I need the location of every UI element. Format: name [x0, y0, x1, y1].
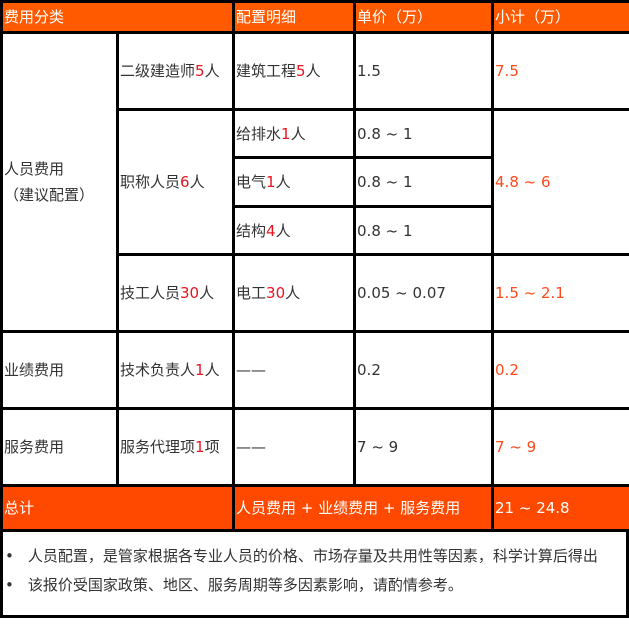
subtotal-cell: 7 ~ 9	[491, 407, 629, 487]
header-category: 费用分类	[0, 0, 236, 34]
table-header: 费用分类 配置明细 单价（万） 小计（万）	[0, 0, 629, 34]
total-label: 总计	[0, 484, 236, 532]
price-cell: 0.8 ~ 1	[353, 108, 495, 159]
role-cell: 技术负责人1人	[115, 330, 236, 410]
table-row: 业绩费用 技术负责人1人 —— 0.2 0.2	[0, 330, 629, 410]
price-cell: 0.05 ~ 0.07	[353, 253, 495, 333]
fee-table: 费用分类 配置明细 单价（万） 小计（万） 人员费用 （建议配置） 二级建造师5人…	[0, 0, 629, 532]
role-cell: 二级建造师5人	[115, 31, 236, 111]
detail-cell: 电气1人	[232, 156, 357, 208]
total-formula: 人员费用 + 业绩费用 + 服务费用	[232, 484, 495, 532]
price-cell: 1.5	[353, 31, 495, 111]
note-item: • 该报价受国家政策、地区、服务周期等多因素影响，请酌情参考。	[5, 576, 463, 594]
detail-cell: ——	[232, 407, 357, 487]
group-label: 人员费用	[4, 160, 65, 178]
header-detail: 配置明细	[232, 0, 357, 34]
header-unit-price: 单价（万）	[353, 0, 495, 34]
group-personnel: 人员费用 （建议配置）	[0, 31, 119, 333]
detail-cell: 结构4人	[232, 205, 357, 256]
subtotal-cell: 7.5	[491, 31, 629, 111]
price-cell: 0.8 ~ 1	[353, 205, 495, 256]
price-cell: 0.8 ~ 1	[353, 156, 495, 208]
table-row: 服务费用 服务代理项1项 —— 7 ~ 9 7 ~ 9	[0, 407, 629, 487]
table-row: 人员费用 （建议配置） 二级建造师5人 建筑工程5人 1.5 7.5	[0, 31, 629, 333]
price-cell: 7 ~ 9	[353, 407, 495, 487]
group-service: 服务费用	[0, 407, 119, 487]
bullet-icon: •	[5, 576, 14, 594]
detail-cell: 电工30人	[232, 253, 357, 333]
detail-cell: 给排水1人	[232, 108, 357, 159]
price-cell: 0.2	[353, 330, 495, 410]
total-value: 21 ~ 24.8	[491, 484, 629, 532]
total-row: 总计 人员费用 + 业绩费用 + 服务费用 21 ~ 24.8	[0, 484, 629, 532]
bullet-icon: •	[5, 547, 14, 565]
group-performance: 业绩费用	[0, 330, 119, 410]
role-cell: 技工人员30人	[115, 253, 236, 333]
subtotal-cell: 1.5 ~ 2.1	[491, 253, 629, 333]
role-cell: 职称人员6人	[115, 108, 236, 256]
table-row: 结构4人 0.8 ~ 1	[2, 205, 629, 256]
table-row: 职称人员6人 给排水1人 0.8 ~ 1 4.8 ~ 6	[2, 108, 629, 256]
subtotal-cell: 4.8 ~ 6	[491, 108, 629, 256]
role-cell: 服务代理项1项	[115, 407, 236, 487]
subtotal-cell: 0.2	[491, 330, 629, 410]
detail-cell: 建筑工程5人	[232, 31, 357, 111]
table-row: 技工人员30人 电工30人 0.05 ~ 0.07 1.5 ~ 2.1	[2, 253, 629, 333]
note-item: • 人员配置，是管家根据各专业人员的价格、市场存量及共用性等因素，科学计算后得出	[5, 547, 598, 565]
notes: • 人员配置，是管家根据各专业人员的价格、市场存量及共用性等因素，科学计算后得出 …	[0, 532, 629, 618]
detail-cell: ——	[232, 330, 357, 410]
group-sublabel: （建议配置）	[4, 186, 95, 204]
header-subtotal: 小计（万）	[491, 0, 629, 34]
table-row: 电气1人 0.8 ~ 1	[2, 156, 629, 208]
